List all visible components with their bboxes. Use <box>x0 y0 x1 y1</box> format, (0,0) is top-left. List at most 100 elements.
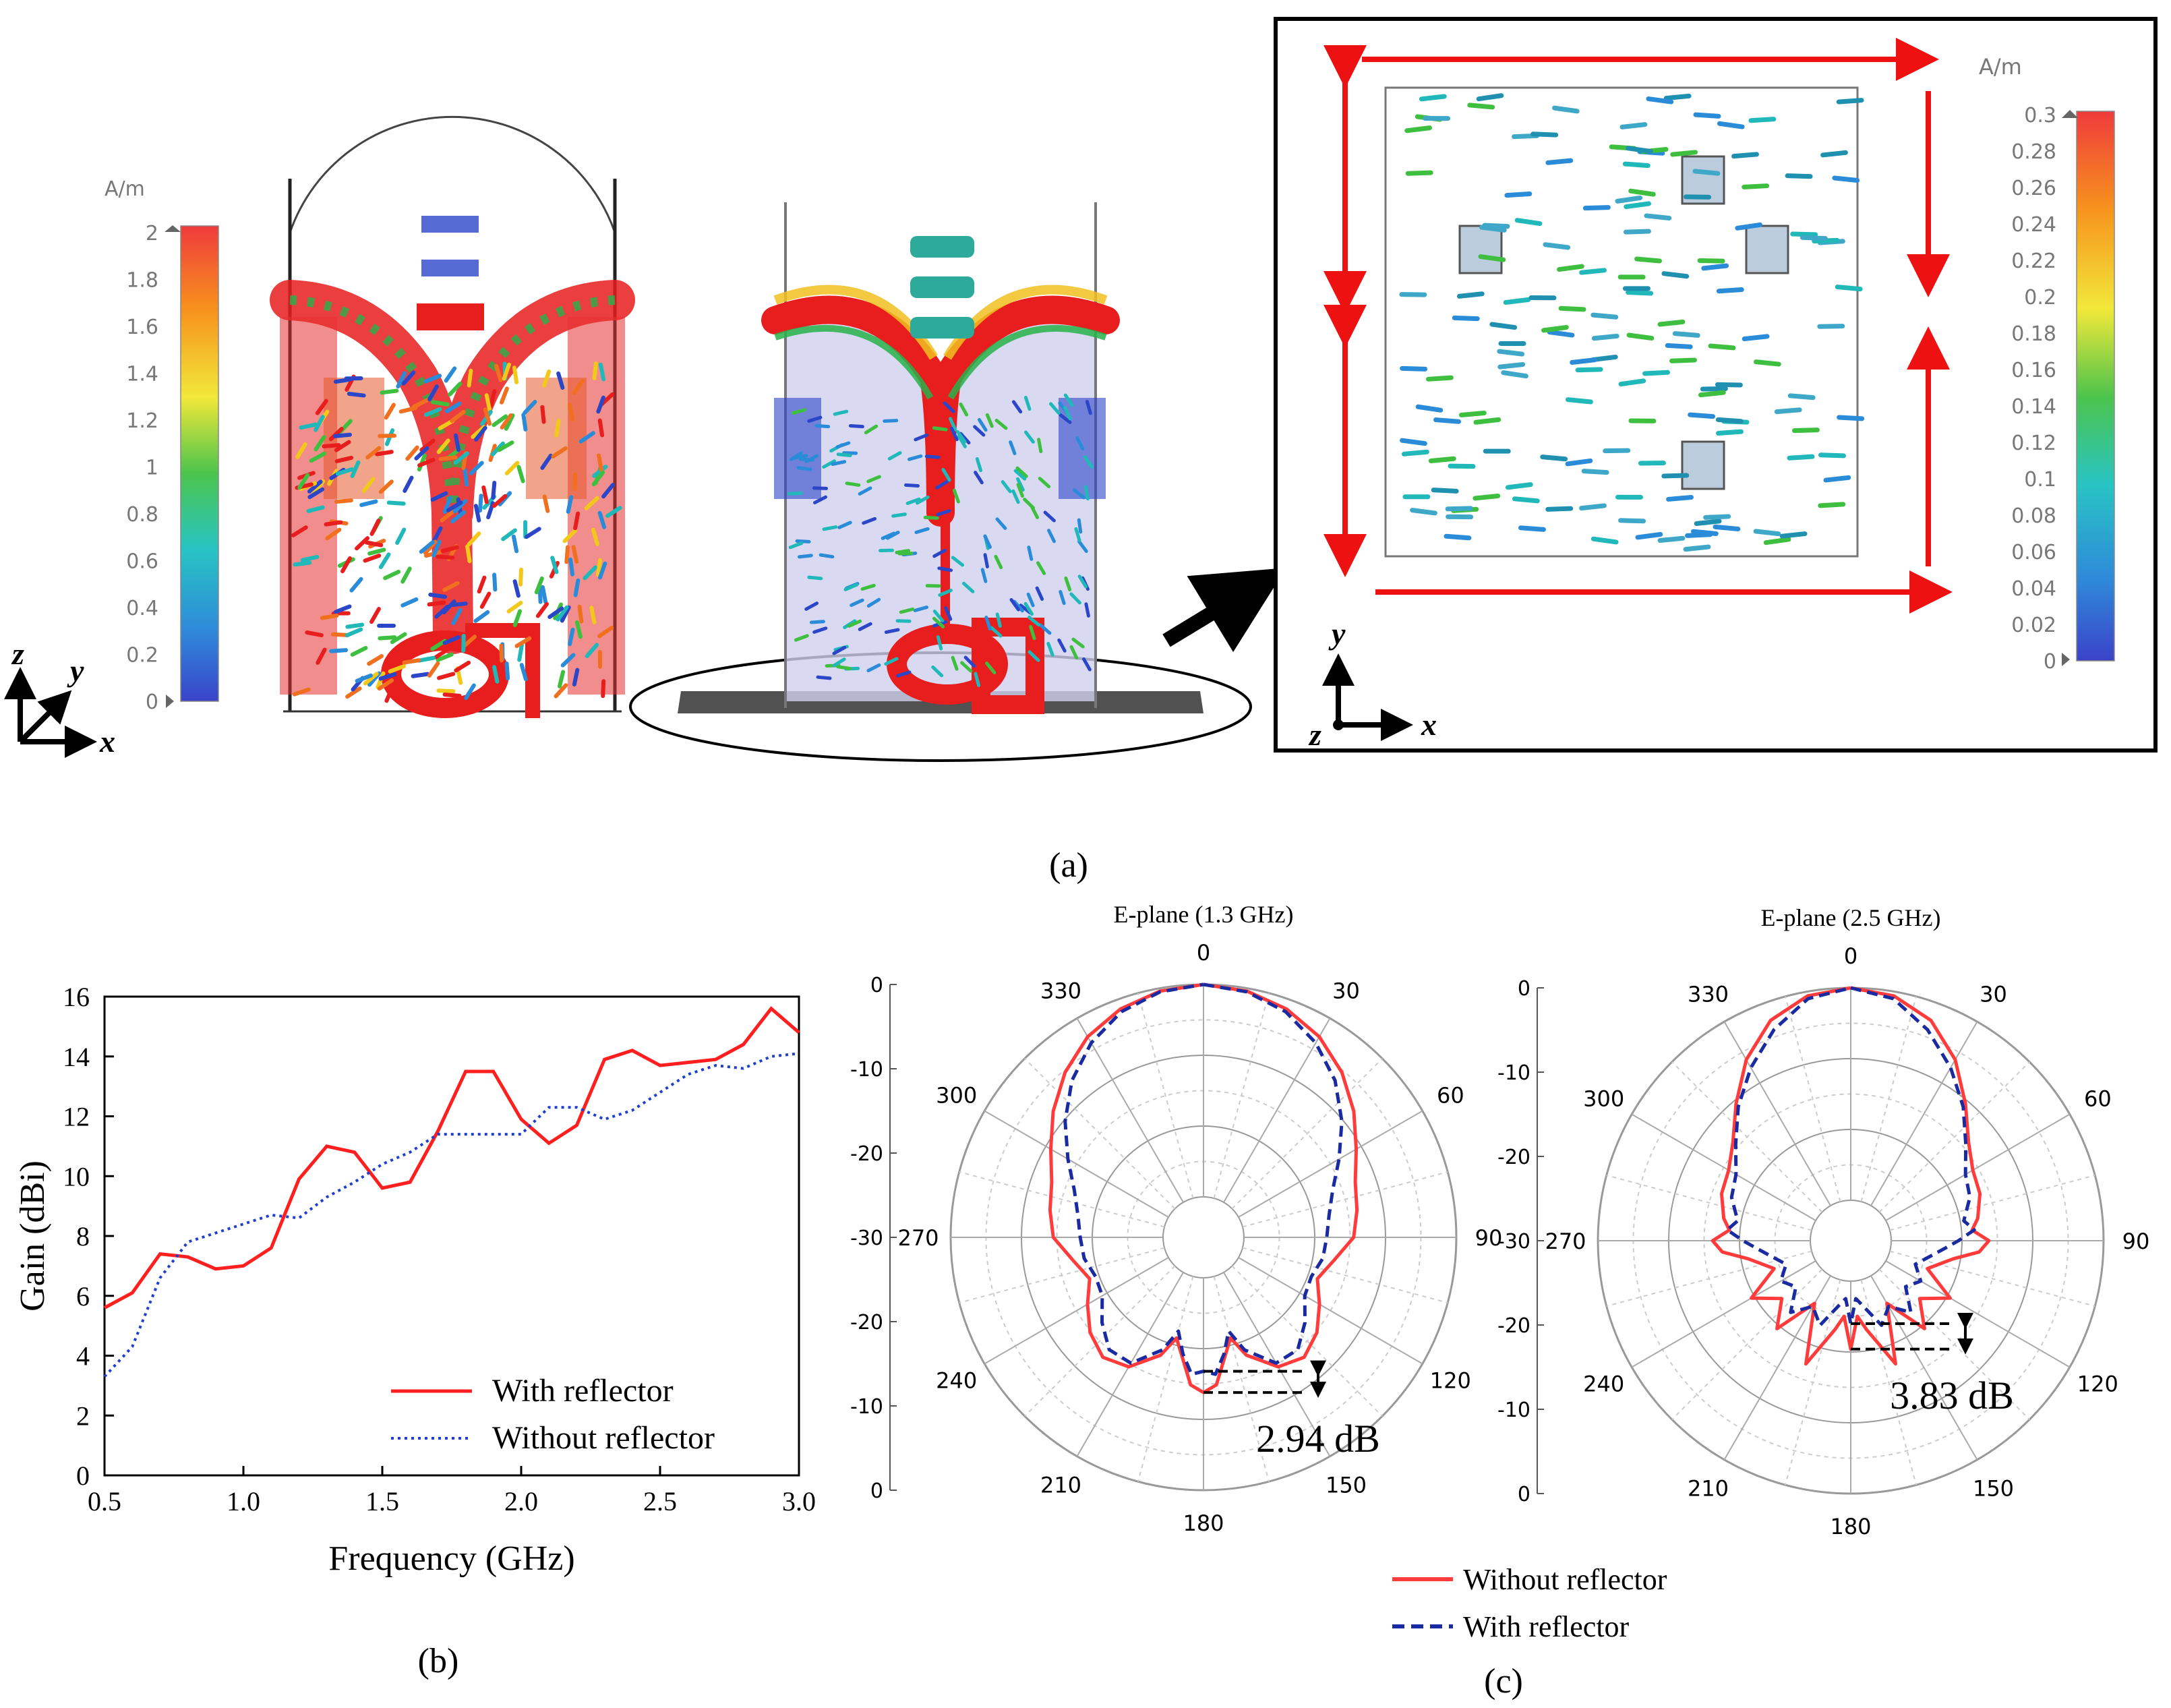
current-arrow <box>419 438 436 452</box>
current-arrow <box>1069 592 1081 605</box>
x-tick-label: 1.0 <box>227 1486 260 1516</box>
current-arrow <box>866 663 881 673</box>
current-arrow <box>860 583 876 591</box>
y-tick-label: 14 <box>63 1042 90 1072</box>
colorbar-right-tick-label: 0.02 <box>2011 614 2056 637</box>
current-arrow <box>1083 485 1090 501</box>
current-arrow <box>473 504 481 523</box>
current-arrow <box>1428 456 1456 463</box>
inset-axis-label-z: z <box>1308 717 1321 752</box>
current-arrow <box>411 672 430 678</box>
current-arrow <box>1701 263 1729 271</box>
current-arrow <box>1030 504 1040 519</box>
current-arrow <box>383 570 401 581</box>
polar-radial-tick-label: 0 <box>870 974 883 997</box>
current-arrow <box>1518 525 1546 532</box>
current-arrow <box>1634 256 1662 264</box>
current-arrow <box>454 660 471 673</box>
polar-angle-label: 180 <box>1183 1510 1224 1536</box>
panel-b: 0.5 1.0 1.5 2.0 2.5 3.0 0 2 4 6 8 10 12 14 16 Frequency… <box>13 982 816 1680</box>
current-arrow <box>597 510 607 529</box>
current-arrow <box>884 628 900 635</box>
current-arrow <box>1419 94 1447 102</box>
current-arrow <box>1742 183 1770 189</box>
colorbar-left-tick-label: 2 <box>146 222 158 245</box>
current-arrow <box>974 471 984 485</box>
current-arrow <box>814 423 831 429</box>
current-arrow <box>1016 483 1024 498</box>
current-arrow <box>504 413 515 431</box>
current-arrow <box>905 497 921 505</box>
current-arrow <box>913 606 929 612</box>
current-arrow <box>1478 254 1506 262</box>
current-arrow <box>316 647 327 665</box>
current-arrow <box>941 467 951 482</box>
current-arrow <box>405 445 419 461</box>
current-arrow <box>960 661 973 673</box>
x-tick-label: 3.0 <box>782 1486 816 1516</box>
colorbar-left-unit: A/m <box>105 177 145 201</box>
colorbar-left-gradient <box>180 225 219 702</box>
colorbar-right-ticks: 0.3 0.28 0.26 0.24 0.22 0.2 0.18 0.16 0.14 0.12 0.… <box>2011 104 2056 674</box>
current-arrow <box>440 508 456 523</box>
current-arrow <box>297 473 310 490</box>
current-arrow <box>935 479 949 490</box>
current-arrow <box>573 578 581 597</box>
current-arrow <box>562 528 578 543</box>
current-arrow <box>1479 225 1507 233</box>
colorbar-left-tick-label: 0.6 <box>126 550 158 574</box>
current-arrow <box>1818 452 1846 459</box>
panel-label-a: (a) <box>1049 846 1088 885</box>
current-arrow <box>347 392 366 398</box>
current-arrow <box>1077 518 1083 534</box>
current-arrow <box>1742 334 1770 342</box>
colorbar-left-tick-label: 0.2 <box>126 644 158 668</box>
current-arrow <box>378 672 397 681</box>
current-arrow <box>390 632 407 645</box>
current-arrow <box>597 561 607 580</box>
current-arrow <box>436 688 456 694</box>
current-arrow <box>365 446 382 460</box>
current-arrow <box>822 459 836 469</box>
current-arrow <box>550 556 559 575</box>
current-arrow <box>597 453 604 473</box>
current-arrow <box>951 655 959 671</box>
current-arrow <box>1540 454 1568 462</box>
current-arrow <box>975 457 983 473</box>
current-arrow <box>504 461 520 476</box>
current-arrow <box>427 384 439 402</box>
current-arrow <box>491 480 497 500</box>
current-arrow <box>1694 519 1722 527</box>
polar-angle-label: 0 <box>1197 940 1210 966</box>
current-arrow <box>568 627 575 647</box>
current-arrow <box>1669 357 1697 363</box>
current-arrow <box>1456 291 1485 299</box>
current-arrow <box>1545 158 1574 165</box>
current-arrow <box>1717 121 1745 129</box>
current-arrow <box>369 519 381 536</box>
reflector-current-inset: A/m 0.30.280.260.240.220.20.180.160.140.… <box>1274 17 2158 753</box>
current-arrow <box>494 363 503 382</box>
current-arrow <box>492 572 498 592</box>
polar-angle-label: 300 <box>936 1083 977 1109</box>
current-arrow <box>411 398 429 409</box>
current-arrow <box>1787 393 1816 401</box>
current-arrow <box>1016 477 1025 492</box>
current-arrow <box>572 668 580 687</box>
current-arrow <box>845 481 861 487</box>
polar-spoke <box>1860 996 1917 1202</box>
polar-spoke <box>1885 1113 2071 1221</box>
current-arrow <box>1623 229 1651 235</box>
current-arrow <box>598 362 606 382</box>
current-arrow <box>985 413 994 428</box>
colorbar-right-tick-label: 0.18 <box>2011 322 2056 346</box>
current-arrow <box>1028 650 1040 662</box>
current-arrow <box>436 554 455 560</box>
colorbar-left-tick-label: 1.6 <box>126 316 158 339</box>
current-arrow <box>427 661 440 678</box>
current-arrow <box>1566 397 1593 405</box>
current-arrow <box>807 415 823 423</box>
panel-label-c: (c) <box>1484 1662 1523 1701</box>
antenna-current-with-reflector <box>629 202 1252 762</box>
current-arrow <box>1615 195 1643 204</box>
